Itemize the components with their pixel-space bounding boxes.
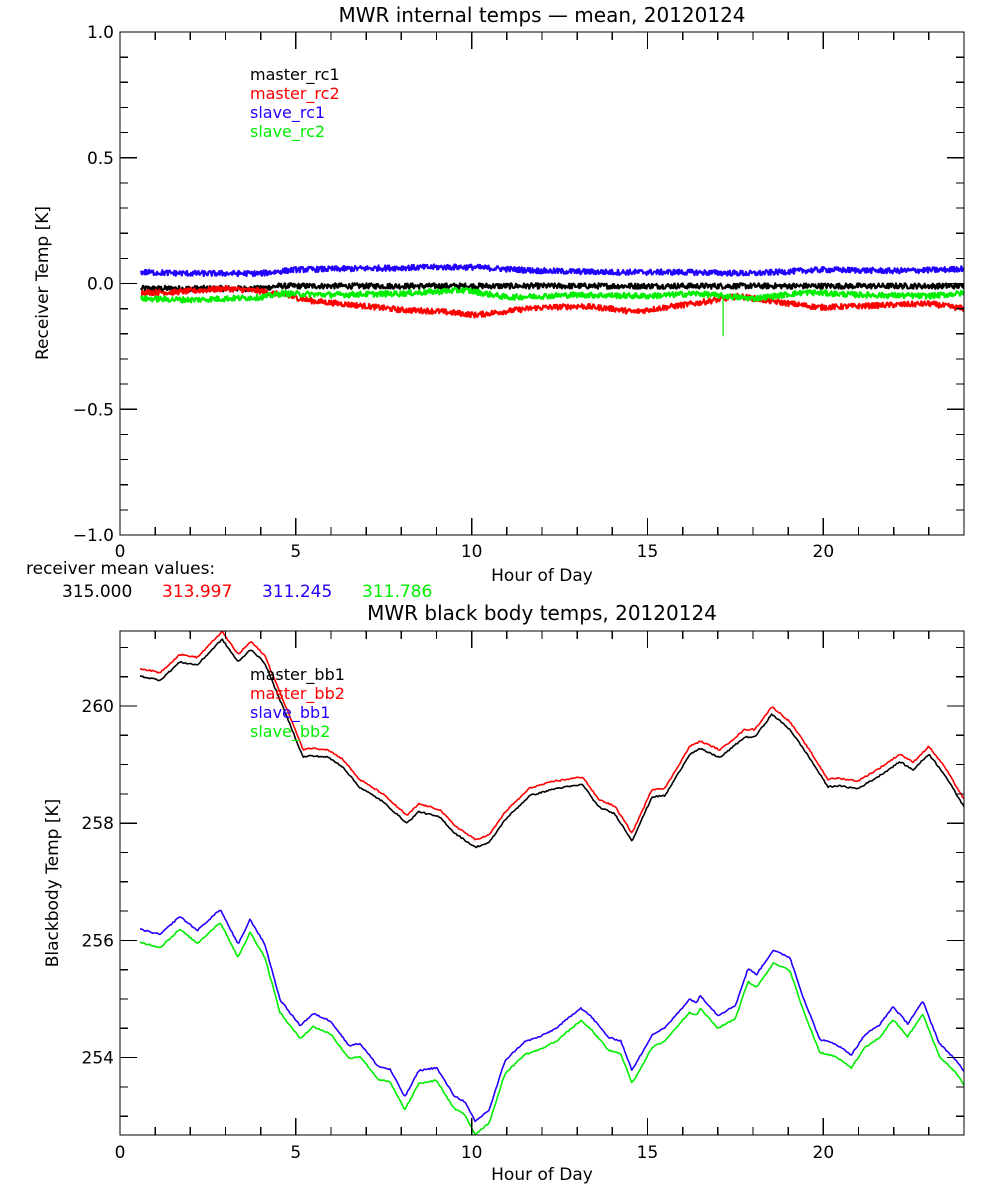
axes: 0 5 10 15 20 254 256 258 260 <box>82 630 965 1163</box>
y-tick-label: 0.5 <box>87 149 114 169</box>
annotation-value: 311.786 <box>362 582 432 602</box>
series-line-master-bb2 <box>139 631 964 841</box>
y-tick-label: 1.0 <box>87 23 114 43</box>
x-axis-label: Hour of Day <box>491 566 593 586</box>
y-tick-label: −1.0 <box>73 526 114 546</box>
annotation-value: 311.245 <box>262 582 332 602</box>
x-tick-label: 10 <box>461 1143 483 1163</box>
legend-entry: master_bb2 <box>250 684 345 704</box>
x-tick-label: 20 <box>813 1143 835 1163</box>
series-group <box>140 263 964 337</box>
series-line-master-bb1 <box>139 638 964 849</box>
legend-entry: slave_rc2 <box>250 122 325 142</box>
y-tick-label: 0.0 <box>87 275 114 295</box>
axes: 0 5 10 15 20 −1.0 −0.5 0.0 0.5 1.0 <box>73 23 965 562</box>
y-axis-label: Blackbody Temp [K] <box>43 799 63 968</box>
legend-entry: slave_bb1 <box>250 703 330 723</box>
x-tick-label: 0 <box>115 542 126 562</box>
legend-entry: slave_rc1 <box>250 103 325 123</box>
x-tick-label: 15 <box>637 1143 659 1163</box>
legend-entry: master_bb1 <box>250 665 345 685</box>
series-group <box>139 631 964 1135</box>
x-tick-label: 10 <box>461 542 483 562</box>
series-line-slave-rc1 <box>140 263 964 278</box>
legend: master_bb1 master_bb2 slave_bb1 slave_bb… <box>250 665 345 742</box>
annotation-label: receiver mean values: <box>26 559 215 579</box>
legend-entry: master_rc1 <box>250 65 340 85</box>
legend-entry: master_rc2 <box>250 84 340 104</box>
y-tick-label: −0.5 <box>73 400 114 420</box>
annotation-value: 315.000 <box>62 582 132 602</box>
y-tick-label: 254 <box>82 1049 114 1069</box>
x-tick-label: 5 <box>290 542 301 562</box>
chart-title: MWR internal temps — mean, 20120124 <box>338 3 745 27</box>
y-axis-label: Receiver Temp [K] <box>33 206 53 360</box>
x-tick-label: 0 <box>115 1143 126 1163</box>
blackbody-temps-panel: MWR black body temps, 20120124 0 5 10 15 20 2… <box>43 601 965 1185</box>
y-tick-label: 256 <box>82 931 114 951</box>
annotation-value: 313.997 <box>162 582 232 602</box>
x-tick-label: 15 <box>637 542 659 562</box>
series-line-slave-rc2 <box>140 286 964 304</box>
series-line-master-rc2 <box>140 284 964 319</box>
x-tick-label: 5 <box>290 1143 301 1163</box>
x-tick-label: 20 <box>813 542 835 562</box>
series-line-slave-bb2 <box>139 922 964 1135</box>
series-line-slave-bb1 <box>139 909 964 1123</box>
x-axis-label: Hour of Day <box>491 1165 593 1185</box>
legend: master_rc1 master_rc2 slave_rc1 slave_rc… <box>250 65 340 142</box>
series-line-master-rc1 <box>140 282 964 293</box>
plot-frame <box>119 630 965 1136</box>
y-tick-label: 260 <box>82 697 114 717</box>
y-tick-label: 258 <box>82 814 114 834</box>
receiver-temps-panel: MWR internal temps — mean, 20120124 0 5 10… <box>26 3 965 602</box>
legend-entry: slave_bb2 <box>250 722 330 742</box>
chart-title: MWR black body temps, 20120124 <box>367 601 717 625</box>
